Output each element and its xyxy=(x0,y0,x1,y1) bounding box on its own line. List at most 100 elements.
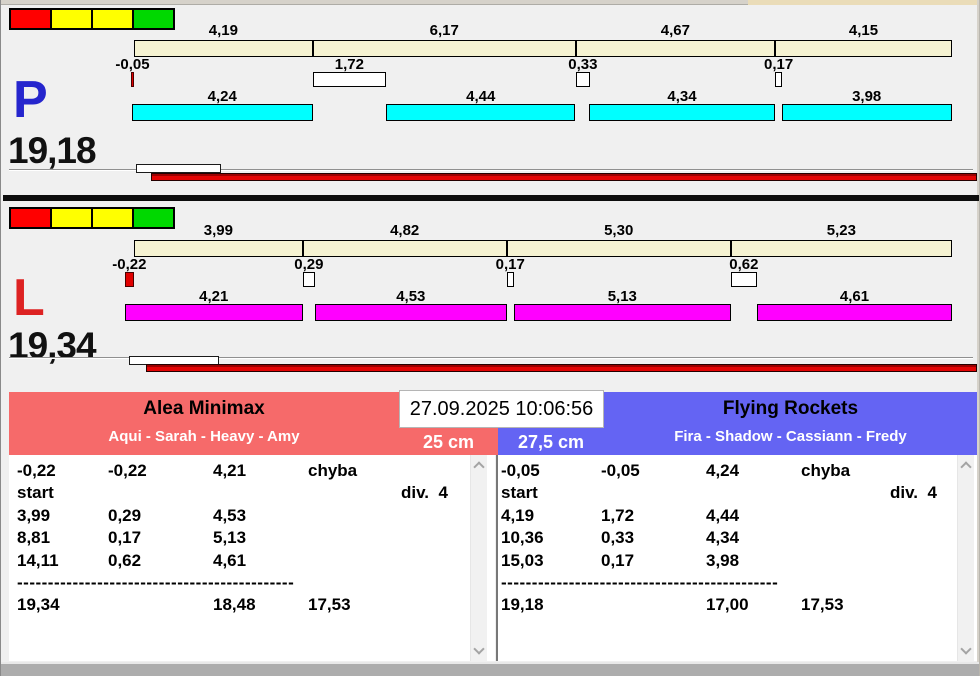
panel-L-gauge-groove xyxy=(9,357,973,359)
segment-total-bar xyxy=(134,40,952,57)
log-value: 4,61 xyxy=(213,550,247,570)
status-swatch-2 xyxy=(91,8,134,30)
window-right-edge xyxy=(977,0,979,676)
panel-P-gauge-marker xyxy=(136,164,221,173)
log-value: 5,13 xyxy=(213,528,247,548)
segment-divider xyxy=(574,40,577,57)
top-edge-fragment xyxy=(748,0,977,5)
panel-divider xyxy=(3,195,979,201)
segment-label: 6,17 xyxy=(429,22,459,39)
segment-label: 4,19 xyxy=(208,22,238,39)
panel-P-total: 19,18 xyxy=(8,130,97,171)
log-value: 0,29 xyxy=(108,505,142,525)
log-value: 0,33 xyxy=(601,528,635,548)
status-swatch-3 xyxy=(132,207,175,229)
segment-label: 5,30 xyxy=(604,222,634,239)
log-value: 4,34 xyxy=(706,528,740,548)
log-value: 3,99 xyxy=(17,505,51,525)
team-name-right: Flying Rockets xyxy=(722,398,859,419)
status-swatch-1 xyxy=(50,207,93,229)
team-players-right: Fira - Shadow - Cassiann - Fredy xyxy=(674,428,907,445)
log-divider-dashes: ----------------------------------------… xyxy=(17,573,295,592)
diff-label: 0,17 xyxy=(495,256,525,273)
log-value: -0,05 xyxy=(601,461,640,480)
throw-bar xyxy=(315,304,507,321)
scrollbar-left-log[interactable] xyxy=(470,455,487,661)
log-divider-dashes: ----------------------------------------… xyxy=(501,573,779,592)
throw-bar xyxy=(131,104,313,121)
segment-divider xyxy=(301,240,304,257)
throw-label: 4,24 xyxy=(207,88,237,105)
team-name-left: Alea Minimax xyxy=(143,398,265,419)
panel-P-gauge-groove xyxy=(9,169,973,171)
panel-P-status-swatches xyxy=(9,8,175,30)
log-value: start xyxy=(17,483,54,503)
log-value: 0,17 xyxy=(108,528,142,548)
panel-L-letter: L xyxy=(13,269,45,327)
segment-divider xyxy=(505,240,508,257)
team-log-right[interactable]: -0,05 -0,05 4,24 chyba start div. 4 4,19 1,72 4,… xyxy=(496,455,977,661)
throw-bar xyxy=(781,104,952,121)
status-swatch-0 xyxy=(9,8,52,30)
timestamp: 27.09.2025 10:06:56 xyxy=(399,390,604,428)
panel-L-gauge-bar xyxy=(146,364,977,372)
log-value: 4,24 xyxy=(706,461,740,480)
throw-bar xyxy=(386,104,576,121)
scroll-up-icon[interactable] xyxy=(473,461,485,473)
diff-label: 0,62 xyxy=(729,256,759,273)
log-value: 14,11 xyxy=(17,550,59,570)
diff-box xyxy=(575,72,590,87)
throw-label: 4,21 xyxy=(199,288,229,305)
status-swatch-1 xyxy=(50,8,93,30)
diff-box xyxy=(124,272,134,287)
log-value: 17,00 xyxy=(706,595,749,615)
throw-label: 3,98 xyxy=(852,88,882,105)
diff-label: -0,05 xyxy=(115,56,150,73)
segment-divider xyxy=(774,40,776,57)
panel-P-letter: P xyxy=(13,71,48,129)
window-top-edge xyxy=(1,0,979,5)
panel-L-status-swatches xyxy=(9,207,175,229)
diff-box xyxy=(775,72,783,87)
diff-box xyxy=(131,72,134,87)
log-value: 4,53 xyxy=(213,505,247,525)
scrollbar-right-log[interactable] xyxy=(957,455,974,661)
panel-P-chart: 4,19 6,17 4,67 4,15 -0,05 4,24 1,72 4,44 0,33 4,3… xyxy=(115,22,952,124)
status-swatch-0 xyxy=(9,207,52,229)
log-value: 15,03 xyxy=(501,550,544,570)
status-swatch-2 xyxy=(91,207,134,229)
diff-box xyxy=(730,272,757,287)
diff-label: 0,33 xyxy=(568,56,598,73)
panel-P-gauge-bar xyxy=(151,173,977,181)
distance-badge-right: 27,5 cm xyxy=(517,432,585,452)
log-division-label: div. 4 xyxy=(890,483,937,503)
segment-label: 3,99 xyxy=(203,222,233,239)
team-log-left[interactable]: -0,22 -0,22 4,21 chyba start div. 4 3,99 0,29 4,… xyxy=(9,455,495,661)
throw-bar xyxy=(513,304,731,321)
log-value: 18,48 xyxy=(213,595,256,615)
log-value: 17,53 xyxy=(308,595,351,615)
throw-label: 4,34 xyxy=(667,88,697,105)
scroll-down-icon[interactable] xyxy=(960,643,972,655)
diff-label: -0,22 xyxy=(112,256,147,273)
log-value: chyba xyxy=(308,461,358,480)
scroll-down-icon[interactable] xyxy=(473,643,485,655)
log-value: -0,22 xyxy=(17,461,56,480)
log-value: 19,34 xyxy=(17,595,60,615)
segment-total-bar xyxy=(134,240,952,257)
scroll-up-icon[interactable] xyxy=(960,461,972,473)
log-value: 17,53 xyxy=(801,595,844,615)
log-value: 10,36 xyxy=(501,528,544,548)
distance-badge-left: 25 cm xyxy=(422,432,475,452)
segment-label: 4,82 xyxy=(390,222,420,239)
segment-label: 4,15 xyxy=(848,22,879,39)
log-value: chyba xyxy=(801,461,851,480)
throw-label: 4,61 xyxy=(839,288,870,305)
log-value: 8,81 xyxy=(17,528,51,548)
throw-bar xyxy=(124,304,303,321)
status-swatch-3 xyxy=(132,8,175,30)
throw-bar xyxy=(757,304,952,321)
diff-box xyxy=(312,72,387,87)
log-value: -0,05 xyxy=(501,461,540,480)
log-value: 0,62 xyxy=(108,550,142,570)
